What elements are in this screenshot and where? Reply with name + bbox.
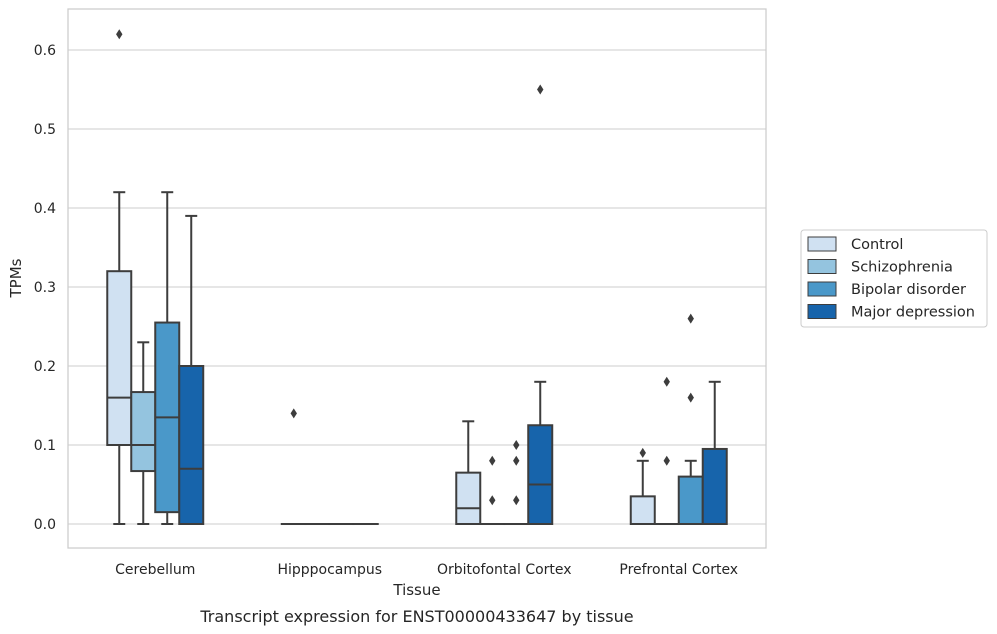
legend-label: Bipolar disorder [851,282,966,298]
box-control [455,420,482,525]
outlier-point [687,392,694,403]
outlier-point [513,440,520,450]
outlier-point [639,447,646,458]
box-major-depression [527,84,554,525]
legend: Control Schizophrenia Bipolar disorder Majo… [800,229,988,328]
box-body [178,365,205,525]
box-schizophrenia [479,455,506,526]
outlier-point [537,84,544,95]
legend-label: Major depression [851,305,975,321]
legend-swatch [807,304,837,319]
x-tick-label: Prefrontal Cortex [619,562,738,578]
box-control [629,447,656,526]
y-tick-label: 0.0 [34,517,56,533]
legend-swatch [807,236,837,252]
legend-swatch [807,281,837,297]
x-tick-label: Hipppocampus [277,562,382,578]
box-body [106,270,133,447]
y-tick-label: 0.6 [34,43,56,59]
box-body [701,447,728,526]
x-tick-labels: Cerebellum Hipppocampus Orbitofontal Corte… [115,562,738,578]
box-control [106,29,133,525]
box-body [130,391,157,473]
y-tick-label: 0.4 [34,201,56,217]
y-tick-label: 0.5 [34,122,56,138]
outlier-point [663,455,670,466]
y-axis-label: TPMs [7,258,25,298]
x-tick-label: Orbitofontal Cortex [437,562,572,578]
box-groups [106,29,728,526]
legend-frame [800,229,988,328]
outlier-point [663,376,670,387]
outlier-point [116,29,123,40]
box-body [677,475,704,526]
box-body [455,471,482,525]
box-body [527,424,554,525]
chart-caption: Transcript expression for ENST0000043364… [199,607,633,626]
outlier-point [290,408,297,419]
legend-swatch [807,259,837,274]
y-tick-label: 0.3 [34,280,56,296]
box-major-depression [701,380,728,526]
x-axis-label: Tissue [392,581,440,599]
outlier-point [513,455,520,466]
outlier-point [513,495,520,506]
box-bipolar-disorder [503,440,530,526]
legend-label: Control [851,237,903,253]
y-tick-labels: 0.0 0.1 0.2 0.3 0.4 0.5 0.6 [34,43,56,533]
outlier-point [489,495,496,506]
box-major-depression [178,214,205,525]
x-tick-label: Cerebellum [115,562,195,578]
y-tick-label: 0.1 [34,438,56,454]
box-body [629,495,656,526]
outlier-point [489,455,496,466]
y-tick-label: 0.2 [34,359,56,375]
outlier-point [687,313,694,324]
box-bipolar-disorder [154,191,181,525]
legend-label: Schizophrenia [851,260,953,276]
